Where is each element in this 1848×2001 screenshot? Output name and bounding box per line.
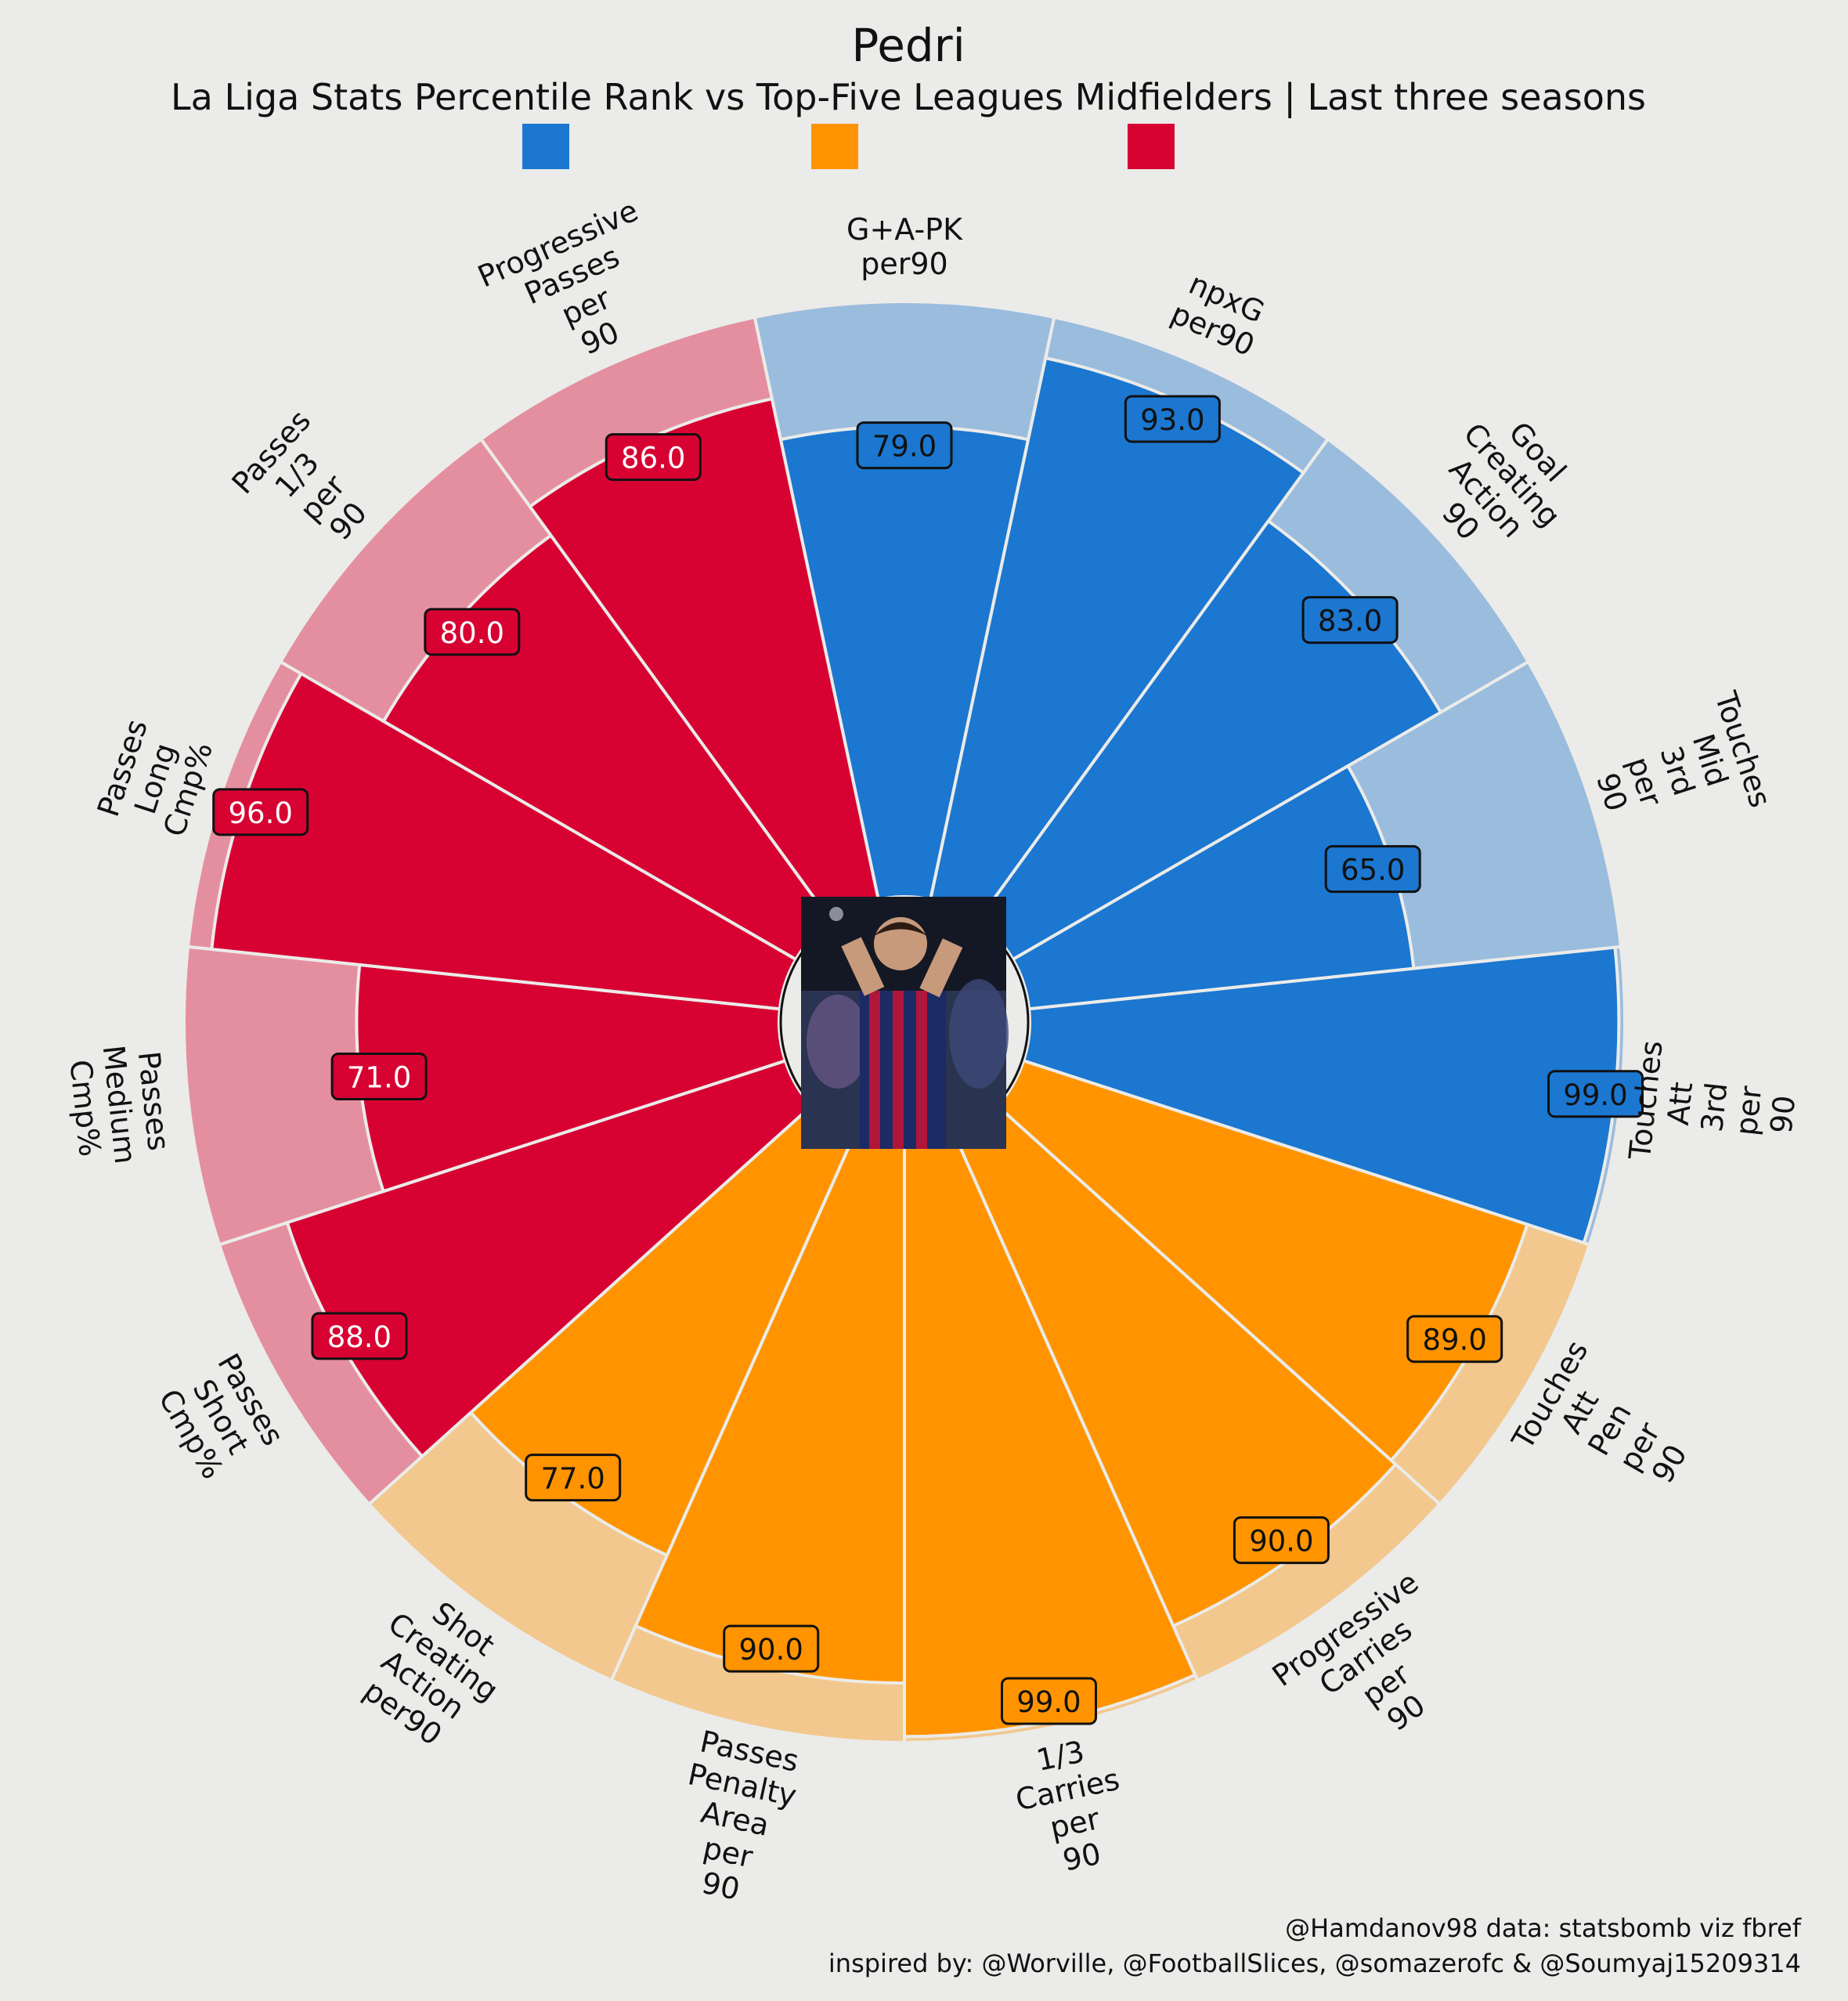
axis-label: PassesLongCmp% [91, 715, 220, 842]
value-label: 79.0 [856, 421, 953, 470]
axis-label-line: 90 [1763, 1094, 1802, 1136]
value-label: 96.0 [212, 788, 309, 836]
bar [285, 1058, 814, 1459]
value-label: 71.0 [330, 1053, 428, 1101]
credit-line-2: inspired by: @Worville, @FootballSlices,… [828, 1949, 1801, 1978]
axis-label-line: 90 [1059, 1837, 1103, 1878]
value-text: 88.0 [327, 1320, 392, 1354]
axis-label: npxGper90 [1166, 265, 1274, 363]
value-text: 77.0 [540, 1462, 605, 1496]
value-label: 99.0 [1547, 1070, 1644, 1118]
value-bars [210, 356, 1621, 1739]
axis-label: PassesPenaltyAreaper90 [663, 1723, 807, 1914]
axis-label: 1/3Carriesper90 [1005, 1728, 1137, 1885]
value-labels: 79.0 93.0 83.0 65.0 99.0 89.0 90.0 99.0 90.0 77.0… [212, 395, 1644, 1725]
value-text: 65.0 [1341, 854, 1405, 887]
value-text: 80.0 [440, 616, 504, 650]
bar [210, 671, 799, 1011]
value-text: 83.0 [1318, 605, 1382, 638]
axis-label: G+A-PK per90 [846, 212, 963, 281]
axis-label: TouchesAtt3rdper90 [1622, 1039, 1806, 1176]
value-text: 71.0 [347, 1061, 411, 1095]
axis-label-line: 90 [698, 1866, 742, 1907]
bar [355, 963, 788, 1194]
legend-swatch [811, 124, 858, 169]
credit-line-1: @Hamdanov98 data: statsbomb viz fbref [1285, 1913, 1802, 1943]
value-label: 65.0 [1324, 845, 1421, 894]
player-photo [779, 897, 1030, 1149]
value-label: 86.0 [605, 433, 702, 482]
bar [995, 1058, 1529, 1463]
axis-label: Passes1/3per90 [226, 403, 395, 569]
axis-label: PassesMediumCmp% [62, 1040, 177, 1169]
bar [1010, 764, 1416, 1011]
legend [522, 124, 1175, 169]
axis-label-line: per90 [861, 247, 947, 281]
value-text: 90.0 [1249, 1525, 1313, 1559]
value-label: 99.0 [1001, 1677, 1098, 1725]
value-label: 89.0 [1406, 1315, 1503, 1363]
axis-label-line: per [1729, 1084, 1768, 1137]
bar [1021, 945, 1621, 1245]
value-label: 80.0 [424, 608, 521, 656]
axis-label: TouchesMid3rdper90 [1577, 687, 1778, 854]
value-text: 86.0 [621, 442, 685, 475]
axis-label-line: Touches [1622, 1039, 1669, 1162]
chart-subtitle: La Liga Stats Percentile Rank vs Top-Fiv… [171, 76, 1646, 119]
value-label: 83.0 [1301, 596, 1399, 645]
value-text: 79.0 [872, 430, 937, 464]
value-label: 88.0 [311, 1312, 408, 1360]
value-text: 89.0 [1422, 1324, 1486, 1357]
legend-swatch [1128, 124, 1175, 169]
chart-title: Pedri [851, 19, 965, 72]
value-label: 93.0 [1124, 395, 1221, 443]
value-label: 90.0 [1233, 1516, 1330, 1565]
value-label: 90.0 [723, 1624, 820, 1673]
value-text: 90.0 [739, 1633, 803, 1667]
value-text: 99.0 [1016, 1685, 1081, 1719]
axis-label-line: G+A-PK [846, 212, 963, 247]
value-label: 77.0 [525, 1454, 622, 1502]
axis-label-line: Att [1661, 1080, 1700, 1126]
value-text: 99.0 [1563, 1078, 1627, 1112]
axis-label-line: 3rd [1695, 1081, 1734, 1134]
axis-label: PassesShortCmp% [151, 1348, 291, 1486]
legend-swatch [522, 124, 569, 169]
value-text: 96.0 [229, 796, 293, 830]
value-text: 93.0 [1140, 403, 1204, 437]
